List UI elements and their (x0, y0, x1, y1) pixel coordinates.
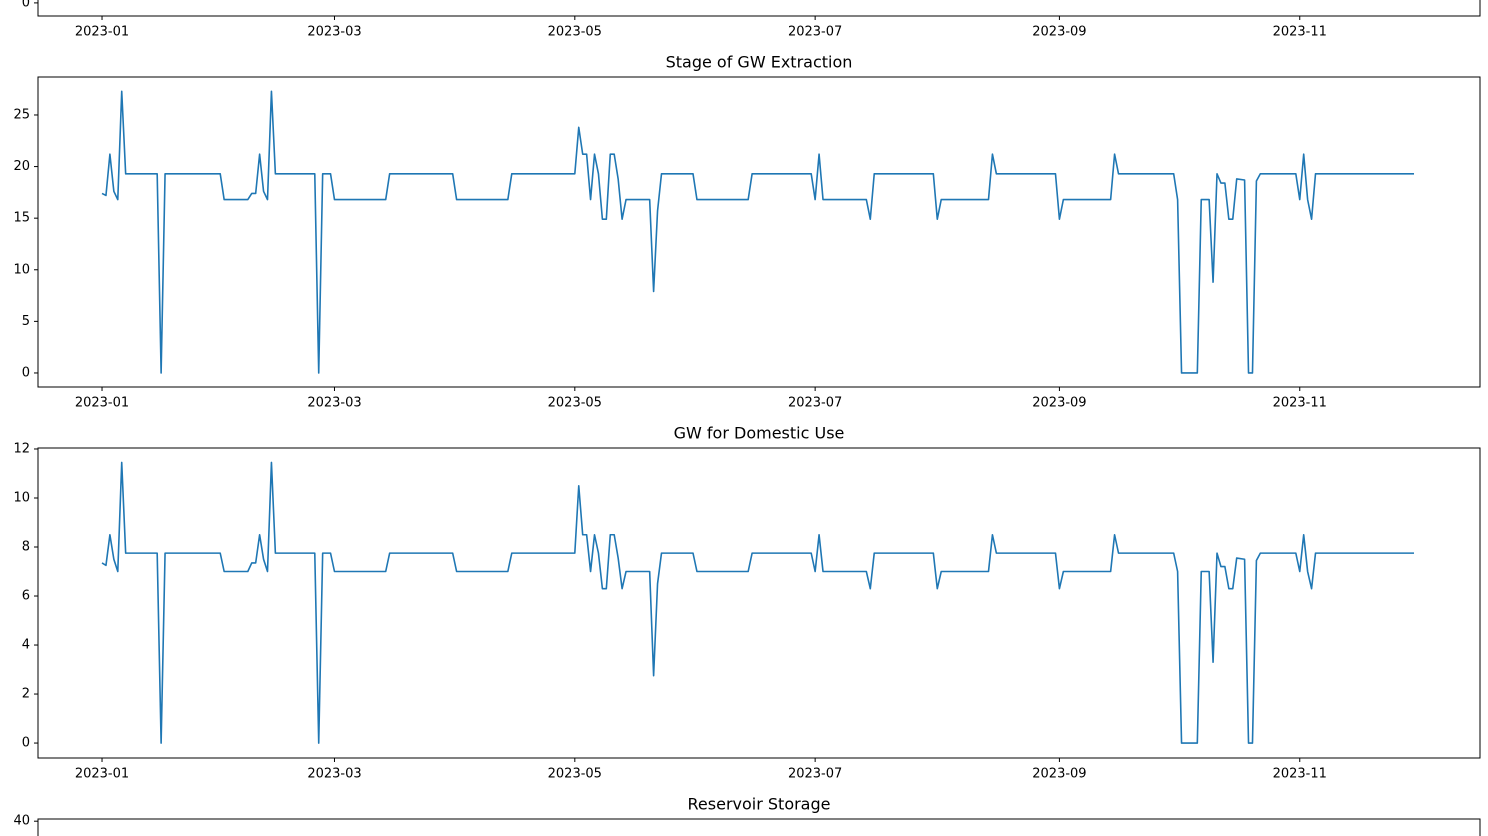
y-tick-label: 20 (13, 159, 30, 174)
plot-frame (37, 76, 1481, 388)
y-tick-label: 0 (22, 0, 30, 10)
chart-title: Reservoir Storage (688, 795, 831, 814)
x-tick-label: 2023-03 (307, 767, 361, 782)
plot-frame (37, 818, 1481, 836)
x-tick-label: 2023-01 (75, 767, 129, 782)
y-tick-label: 25 (13, 107, 30, 122)
plot-frame (37, 447, 1481, 759)
x-tick-label: 2023-09 (1032, 25, 1086, 40)
x-tick-label: 2023-01 (75, 396, 129, 411)
data-line (101, 461, 1415, 744)
x-tick-label: 2023-03 (307, 396, 361, 411)
y-tick-label: 8 (22, 540, 30, 555)
y-tick-label: 10 (13, 490, 30, 505)
y-tick-label: 0 (22, 736, 30, 751)
chart-title: Stage of GW Extraction (666, 53, 853, 72)
x-tick-label: 2023-05 (548, 25, 602, 40)
plot-frame (37, 0, 1481, 17)
x-tick-label: 2023-09 (1032, 767, 1086, 782)
y-tick-label: 5 (22, 314, 30, 329)
data-line (101, 90, 1415, 374)
x-tick-label: 2023-07 (788, 767, 842, 782)
y-tick-label: 2 (22, 687, 30, 702)
x-tick-label: 2023-09 (1032, 396, 1086, 411)
x-tick-label: 2023-03 (307, 25, 361, 40)
y-tick-label: 40 (13, 814, 30, 829)
x-tick-label: 2023-11 (1273, 25, 1327, 40)
x-tick-label: 2023-11 (1273, 396, 1327, 411)
x-tick-label: 2023-01 (75, 25, 129, 40)
y-tick-label: 10 (13, 262, 30, 277)
y-tick-label: 0 (22, 365, 30, 380)
y-tick-label: 15 (13, 211, 30, 226)
y-tick-label: 12 (13, 441, 30, 456)
x-tick-label: 2023-05 (548, 767, 602, 782)
chart-title: GW for Domestic Use (674, 424, 845, 443)
x-tick-label: 2023-07 (788, 396, 842, 411)
x-tick-label: 2023-11 (1273, 767, 1327, 782)
y-tick-label: 6 (22, 589, 30, 604)
x-tick-label: 2023-07 (788, 25, 842, 40)
x-tick-label: 2023-05 (548, 396, 602, 411)
y-tick-label: 4 (22, 638, 30, 653)
